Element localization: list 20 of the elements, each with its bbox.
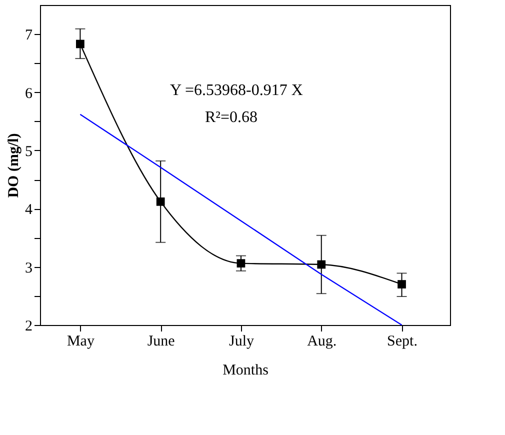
point (398, 280, 406, 288)
point (236, 259, 246, 268)
point (76, 40, 84, 48)
x-tick-label: Sept. (387, 334, 418, 350)
x-tick-label: July (228, 334, 254, 350)
x-tick-label: Aug. (307, 334, 337, 350)
point (156, 197, 165, 206)
y-tick-label: 7 (25, 28, 33, 44)
x-axis-title: Months (222, 362, 269, 378)
y-tick-label: 4 (25, 202, 33, 218)
y-tick-label: 3 (25, 260, 32, 276)
x-tick-label: June (147, 334, 176, 350)
y-axis-title: DO (mg/l) (6, 133, 22, 198)
point (317, 260, 326, 269)
x-tick-label: May (66, 334, 95, 350)
y-tick-label: 5 (25, 144, 32, 160)
annotation: Y =6.53968-0.917 X (170, 82, 304, 99)
annotation: R²=0.68 (205, 109, 258, 126)
y-tick-label: 6 (25, 86, 33, 102)
y-tick-label: 2 (25, 318, 32, 334)
